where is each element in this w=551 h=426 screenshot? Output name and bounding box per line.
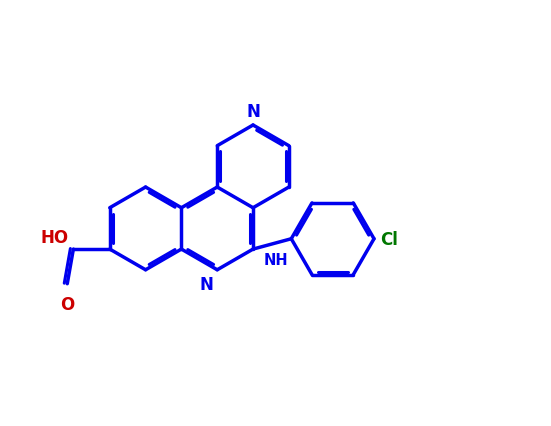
Text: Cl: Cl xyxy=(380,230,398,248)
Text: HO: HO xyxy=(41,229,69,247)
Text: O: O xyxy=(60,296,74,314)
Text: N: N xyxy=(199,276,213,294)
Text: NH: NH xyxy=(264,253,288,268)
Text: N: N xyxy=(246,103,260,121)
